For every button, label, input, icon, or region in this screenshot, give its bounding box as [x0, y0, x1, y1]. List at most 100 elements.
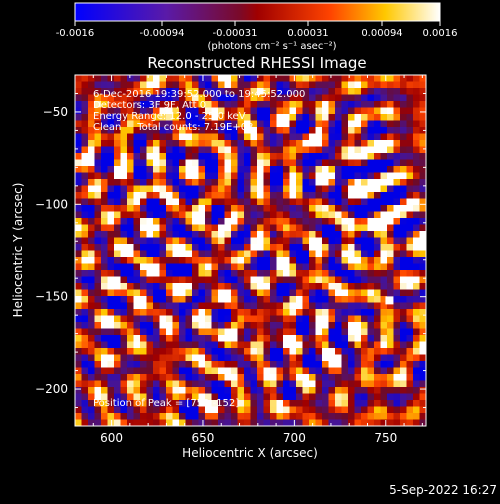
- heatmap-cell: [289, 367, 297, 375]
- heatmap-cell: [153, 361, 161, 369]
- x-tick-label: 650: [192, 431, 215, 445]
- heatmap-cell: [380, 315, 388, 323]
- heatmap-cell: [244, 224, 252, 232]
- heatmap-cell: [88, 146, 96, 154]
- heatmap-cell: [263, 133, 271, 141]
- heatmap-cell: [335, 205, 343, 213]
- heatmap-cell: [107, 166, 115, 174]
- heatmap-cell: [120, 387, 128, 395]
- heatmap-cell: [263, 270, 271, 278]
- heatmap-cell: [127, 107, 135, 115]
- heatmap-cell: [367, 341, 375, 349]
- heatmap-cell: [335, 218, 343, 226]
- heatmap-cell: [172, 315, 180, 323]
- heatmap-cell: [127, 153, 135, 161]
- heatmap-cell: [153, 263, 161, 271]
- heatmap-cell: [276, 107, 284, 115]
- heatmap-cell: [231, 276, 239, 284]
- heatmap-cell: [140, 400, 148, 408]
- heatmap-cell: [302, 231, 310, 239]
- heatmap-cell: [315, 133, 323, 141]
- heatmap-cell: [224, 205, 232, 213]
- heatmap-cell: [289, 159, 297, 167]
- heatmap-cell: [231, 114, 239, 122]
- heatmap-cell: [322, 322, 330, 330]
- heatmap-cell: [263, 335, 271, 343]
- heatmap-cell: [133, 94, 141, 102]
- heatmap-cell: [302, 153, 310, 161]
- heatmap-cell: [166, 153, 174, 161]
- heatmap-cell: [231, 270, 239, 278]
- heatmap-cell: [354, 367, 362, 375]
- heatmap-cell: [296, 413, 304, 421]
- heatmap-cell: [374, 101, 382, 109]
- heatmap-cell: [198, 101, 206, 109]
- heatmap-cell: [283, 387, 291, 395]
- heatmap-cell: [127, 367, 135, 375]
- heatmap-cell: [289, 146, 297, 154]
- heatmap-cell: [315, 296, 323, 304]
- heatmap-cell: [361, 153, 369, 161]
- heatmap-cell: [231, 250, 239, 258]
- heatmap-cell: [205, 88, 213, 96]
- heatmap-cell: [198, 270, 206, 278]
- heatmap-cell: [75, 88, 83, 96]
- heatmap-cell: [218, 107, 226, 115]
- heatmap-cell: [120, 231, 128, 239]
- heatmap-cell: [81, 114, 89, 122]
- heatmap-cell: [283, 413, 291, 421]
- heatmap-cell: [81, 192, 89, 200]
- heatmap-cell: [159, 361, 167, 369]
- heatmap-cell: [218, 309, 226, 317]
- heatmap-cell: [185, 289, 193, 297]
- heatmap-cell: [302, 270, 310, 278]
- heatmap-cell: [75, 328, 83, 336]
- heatmap-cell: [322, 140, 330, 148]
- heatmap-cell: [133, 354, 141, 362]
- heatmap-cell: [153, 107, 161, 115]
- heatmap-cell: [263, 244, 271, 252]
- heatmap-cell: [393, 120, 401, 128]
- heatmap-cell: [315, 328, 323, 336]
- heatmap-cell: [127, 302, 135, 310]
- heatmap-cell: [348, 257, 356, 265]
- heatmap-cell: [81, 185, 89, 193]
- heatmap-cell: [335, 94, 343, 102]
- heatmap-cell: [335, 283, 343, 291]
- heatmap-cell: [192, 237, 200, 245]
- heatmap-cell: [419, 400, 426, 408]
- heatmap-cell: [361, 127, 369, 135]
- heatmap-cell: [81, 166, 89, 174]
- heatmap-cell: [263, 185, 271, 193]
- heatmap-cell: [322, 146, 330, 154]
- heatmap-cell: [361, 302, 369, 310]
- heatmap-cell: [133, 341, 141, 349]
- heatmap-cell: [231, 413, 239, 421]
- heatmap-cell: [140, 127, 148, 135]
- heatmap-cell: [296, 289, 304, 297]
- heatmap-cell: [81, 270, 89, 278]
- heatmap-cell: [257, 335, 265, 343]
- heatmap-cell: [185, 302, 193, 310]
- heatmap-cell: [250, 348, 258, 356]
- heatmap-cell: [192, 328, 200, 336]
- heatmap-cell: [335, 413, 343, 421]
- heatmap-cell: [361, 328, 369, 336]
- heatmap-cell: [224, 159, 232, 167]
- heatmap-cell: [120, 198, 128, 206]
- heatmap-cell: [400, 244, 408, 252]
- heatmap-cell: [211, 159, 219, 167]
- heatmap-cell: [120, 315, 128, 323]
- heatmap-cell: [257, 198, 265, 206]
- heatmap-cell: [348, 361, 356, 369]
- heatmap-cell: [302, 374, 310, 382]
- heatmap-cell: [205, 406, 213, 414]
- heatmap-cell: [419, 361, 426, 369]
- heatmap-cell: [211, 205, 219, 213]
- heatmap-cell: [276, 309, 284, 317]
- heatmap-cell: [380, 140, 388, 148]
- heatmap-cell: [185, 75, 193, 83]
- heatmap-cell: [315, 101, 323, 109]
- heatmap-cell: [276, 159, 284, 167]
- heatmap-cell: [198, 315, 206, 323]
